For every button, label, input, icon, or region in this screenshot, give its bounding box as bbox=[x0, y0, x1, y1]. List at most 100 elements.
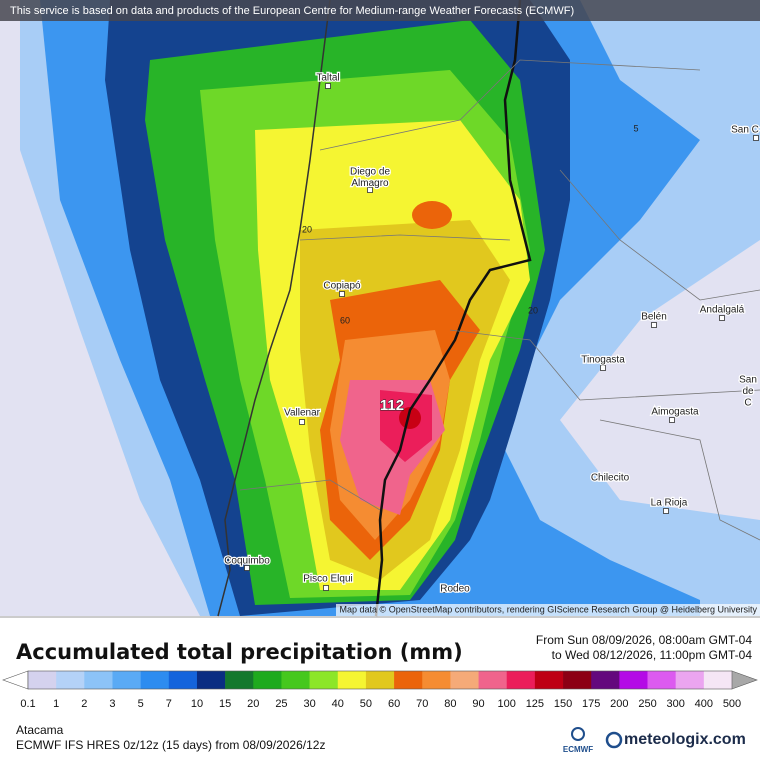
colorbar-segment bbox=[140, 671, 170, 689]
place-label: C bbox=[744, 398, 751, 409]
place-dot bbox=[367, 187, 373, 193]
colorbar-label: 15 bbox=[219, 698, 231, 710]
max-label: 112 bbox=[380, 397, 404, 414]
colorbar-label: 20 bbox=[247, 698, 259, 710]
place-dot bbox=[663, 508, 669, 514]
colorbar-label: 200 bbox=[610, 698, 628, 710]
map: This service is based on data and produc… bbox=[0, 0, 760, 617]
colorbar-label: 5 bbox=[138, 698, 144, 710]
brand: meteologix.com bbox=[624, 731, 746, 748]
colorbar-label: 1 bbox=[53, 698, 59, 710]
colorbar-label: 175 bbox=[582, 698, 600, 710]
place-label: de bbox=[742, 386, 754, 397]
contour-label: 20 bbox=[528, 305, 538, 315]
colorbar-label: 0.1 bbox=[20, 698, 35, 710]
colorbar-segment bbox=[168, 671, 198, 689]
colorbar-segment bbox=[196, 671, 226, 689]
colorbar-label: 30 bbox=[303, 698, 315, 710]
colorbar-label: 150 bbox=[554, 698, 572, 710]
place-dot bbox=[323, 585, 329, 591]
colorbar-label: 500 bbox=[723, 698, 741, 710]
ecmwf-label: ECMWF bbox=[563, 745, 593, 754]
place-dot bbox=[753, 135, 759, 141]
legend-title: Accumulated total precipitation (mm) bbox=[16, 640, 463, 664]
colorbar-label: 100 bbox=[498, 698, 516, 710]
brand-logo: meteologix.com bbox=[605, 731, 746, 749]
model-run: ECMWF IFS HRES 0z/12z (15 days) from 08/… bbox=[16, 738, 325, 752]
colorbar-segment bbox=[112, 671, 141, 689]
colorbar-segment bbox=[225, 671, 254, 689]
colorbar-label: 80 bbox=[444, 698, 456, 710]
colorbar-segment bbox=[56, 671, 85, 689]
colorbar-label: 125 bbox=[526, 698, 544, 710]
colorbar-label: 300 bbox=[667, 698, 685, 710]
place-label: San C bbox=[731, 125, 759, 136]
colorbar-segment bbox=[337, 671, 367, 689]
colorbar-segment bbox=[619, 671, 648, 689]
period-to: to Wed 08/12/2026, 11:00pm GMT-04 bbox=[552, 648, 753, 662]
place-label: Coquimbo bbox=[224, 556, 270, 567]
colorbar-label: 25 bbox=[275, 698, 287, 710]
colorbar-frame bbox=[27, 670, 733, 690]
colorbar-segment bbox=[422, 671, 451, 689]
colorbar-over bbox=[731, 670, 758, 690]
colorbar-segment bbox=[534, 671, 564, 689]
attribution: Map data © OpenStreetMap contributors, r… bbox=[340, 604, 758, 614]
contour-label: 20 bbox=[302, 224, 312, 234]
colorbar-segment bbox=[253, 671, 282, 689]
place-dot bbox=[651, 322, 657, 328]
place-dot bbox=[325, 83, 331, 89]
colorbar-label: 50 bbox=[360, 698, 372, 710]
colorbar-segment bbox=[28, 671, 57, 689]
place-dot bbox=[597, 475, 603, 481]
colorbar-segment bbox=[281, 671, 310, 689]
colorbar-segment bbox=[647, 671, 676, 689]
colorbar-label: 90 bbox=[472, 698, 484, 710]
colorbar-segment bbox=[703, 671, 733, 689]
colorbar-segment bbox=[591, 671, 620, 689]
place-label: Chilecito bbox=[591, 473, 630, 484]
place-label: Tinogasta bbox=[581, 355, 625, 366]
colorbar-segment bbox=[450, 671, 479, 689]
colorbar-segment bbox=[365, 671, 395, 689]
contour-label: 5 bbox=[633, 123, 638, 133]
place-dot bbox=[244, 565, 250, 571]
colorbar-segment bbox=[394, 671, 423, 689]
colorbar-label: 250 bbox=[638, 698, 656, 710]
colorbar-label: 10 bbox=[191, 698, 203, 710]
place-dot bbox=[600, 365, 606, 371]
service-notice: This service is based on data and produc… bbox=[10, 5, 574, 17]
place-label: Belén bbox=[641, 312, 667, 323]
place-label: Pisco Elqui bbox=[303, 574, 352, 585]
place-dot bbox=[440, 587, 446, 593]
colorbar-under bbox=[2, 670, 29, 690]
colorbar-label: 40 bbox=[332, 698, 344, 710]
place-label: Copiapó bbox=[323, 281, 361, 292]
colorbar-segment bbox=[478, 671, 508, 689]
place-label: Andalgalá bbox=[700, 305, 745, 316]
period-from: From Sun 08/09/2026, 08:00am GMT-04 bbox=[536, 633, 752, 647]
colorbar-segment bbox=[309, 671, 339, 689]
colorbar-label: 7 bbox=[166, 698, 172, 710]
place-label: San bbox=[739, 375, 757, 386]
contour-label: 60 bbox=[340, 315, 350, 325]
colorbar-segment bbox=[84, 671, 113, 689]
colorbar-segment bbox=[506, 671, 536, 689]
place-dot bbox=[299, 419, 305, 425]
colorbar-label: 400 bbox=[695, 698, 713, 710]
place-label: Diego de bbox=[350, 167, 390, 178]
place-label: Rodeo bbox=[440, 584, 470, 595]
colorbar-label: 3 bbox=[109, 698, 115, 710]
colorbar-label: 60 bbox=[388, 698, 400, 710]
place-label: Vallenar bbox=[284, 408, 321, 419]
colorbar-label: 2 bbox=[81, 698, 87, 710]
place-dot bbox=[669, 417, 675, 423]
place-dot bbox=[719, 315, 725, 321]
colorbar-label: 70 bbox=[416, 698, 428, 710]
place-label: Almagro bbox=[351, 178, 389, 189]
region: Atacama bbox=[16, 723, 64, 737]
place-dot bbox=[339, 291, 345, 297]
place-label: Aimogasta bbox=[651, 407, 699, 418]
